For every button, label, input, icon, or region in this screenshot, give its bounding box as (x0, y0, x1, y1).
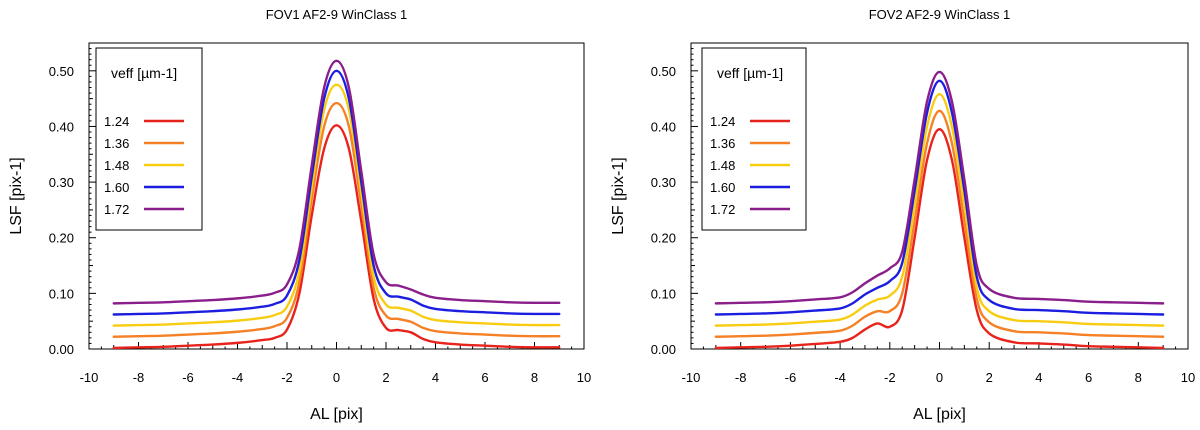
x-tick-label: 6 (1085, 370, 1092, 385)
x-tick-label: -10 (682, 370, 701, 385)
chart-title: FOV2 AF2-9 WinClass 1 (869, 7, 1011, 22)
y-axis-label: LSF [pix-1] (610, 157, 627, 234)
x-tick-label: -2 (884, 370, 896, 385)
chart-fov1: FOV1 AF2-9 WinClass 1 -10 -8 -6 -4 -2 0 2 4 6 8 10 0… (8, 7, 591, 423)
x-tick-label: -6 (785, 370, 797, 385)
x-tick-label: -10 (80, 370, 99, 385)
x-tick-label: 8 (531, 370, 538, 385)
x-tick-label: -6 (182, 370, 194, 385)
y-tick-label: 0.20 (651, 231, 676, 246)
y-tick-label: 0.50 (49, 64, 74, 79)
x-tick-label: 8 (1135, 370, 1142, 385)
x-tick-label: 0 (333, 370, 340, 385)
x-tick-label: 2 (986, 370, 993, 385)
x-axis-label: AL [pix] (310, 406, 363, 423)
y-tick-label: 0.50 (651, 64, 676, 79)
x-tick-label: -8 (735, 370, 747, 385)
x-tick-label: 4 (432, 370, 439, 385)
y-tick-label: 0.40 (651, 119, 676, 134)
chart-fov2: FOV2 AF2-9 WinClass 1 -10 -8 -6 -4 -2 0 2 4 6 8 10 0… (610, 7, 1195, 423)
y-tick-label: 0.00 (49, 342, 74, 357)
series-line-1-72 (714, 70, 1165, 305)
x-tick-label: -4 (834, 370, 846, 385)
legend-box (95, 47, 203, 231)
x-tick-label: -4 (232, 370, 244, 385)
legend-label: 1.72 (710, 202, 735, 217)
x-tick-label: 10 (1181, 370, 1195, 385)
y-axis-label: LSF [pix-1] (8, 157, 25, 234)
legend: veff [µm-1] 1.24 1.36 1.48 1.60 1.72 (701, 47, 807, 231)
y-tick-label: 0.00 (651, 342, 676, 357)
series-line-1-48 (714, 92, 1165, 327)
series-line-1-60 (714, 79, 1165, 316)
x-tick-label: 6 (481, 370, 488, 385)
chart-title: FOV1 AF2-9 WinClass 1 (266, 7, 408, 22)
x-axis-label: AL [pix] (913, 406, 966, 423)
y-tick-label: 0.30 (651, 175, 676, 190)
legend-label: 1.36 (710, 136, 735, 151)
x-tick-label: -8 (133, 370, 145, 385)
x-tick-label: 4 (1035, 370, 1042, 385)
x-tick-label: 2 (382, 370, 389, 385)
y-tick-label: 0.10 (651, 286, 676, 301)
series-line-1-24 (714, 128, 1165, 350)
legend-label: 1.60 (710, 180, 735, 195)
series-line-1-48 (112, 83, 561, 327)
legend-label: 1.72 (104, 202, 129, 217)
series-line-1-72 (112, 59, 561, 305)
y-tick-label: 0.20 (49, 231, 74, 246)
series-line-1-60 (112, 69, 561, 316)
legend-label: 1.24 (710, 114, 735, 129)
x-tick-label: 0 (936, 370, 943, 385)
legend-label: 1.60 (104, 180, 129, 195)
legend-title: veff [µm-1] (717, 65, 783, 81)
y-tick-label: 0.10 (49, 286, 74, 301)
legend: veff [µm-1] 1.24 1.36 1.48 1.60 1.72 (95, 47, 203, 231)
series-line-1-36 (714, 109, 1165, 338)
legend-label: 1.48 (104, 158, 129, 173)
x-tick-label: 10 (577, 370, 591, 385)
y-tick-label: 0.30 (49, 175, 74, 190)
legend-title: veff [µm-1] (111, 65, 177, 81)
legend-box (701, 47, 807, 231)
legend-label: 1.24 (104, 114, 129, 129)
legend-label: 1.36 (104, 136, 129, 151)
series-line-1-24 (112, 124, 561, 350)
x-tick-label: -2 (281, 370, 293, 385)
series-line-1-36 (112, 101, 561, 338)
legend-label: 1.48 (710, 158, 735, 173)
y-tick-label: 0.40 (49, 119, 74, 134)
